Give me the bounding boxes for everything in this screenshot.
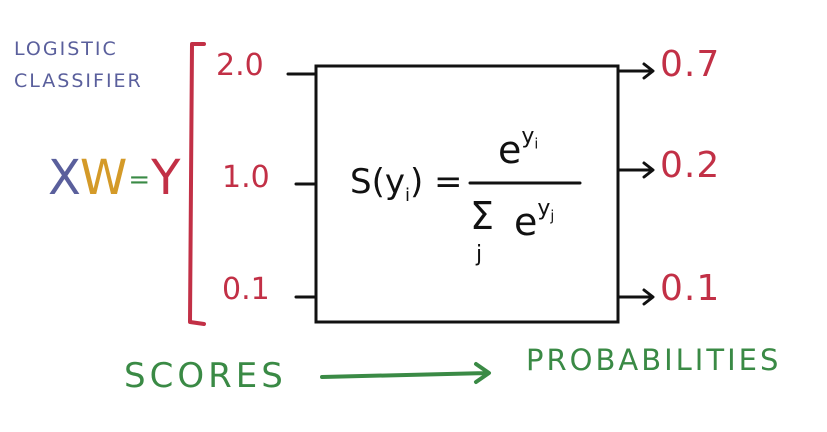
scores-bracket	[188, 42, 206, 326]
probabilities-label: PROBABILITIES	[526, 343, 782, 377]
xw-equals-y: XW=Y	[48, 150, 180, 206]
softmax-denominator: eyj	[514, 196, 555, 244]
title-logistic: LOGISTIC	[14, 38, 118, 60]
denominator-base: e	[514, 200, 538, 244]
output-arrow-3	[616, 288, 655, 306]
numerator-exponent: y	[521, 124, 535, 150]
denominator-exponent-subscript: j	[550, 208, 555, 225]
probability-2: 0.2	[660, 145, 721, 186]
softmax-lhs-close: ) =	[409, 162, 463, 202]
output-arrow-2	[616, 161, 655, 179]
softmax-lhs: S(yi) =	[350, 162, 463, 206]
softmax-lhs-text: S(y	[350, 162, 405, 202]
softmax-sum-symbol: Σ	[470, 194, 495, 238]
score-3: 0.1	[222, 272, 270, 307]
scores-label: SCORES	[124, 356, 287, 396]
w-symbol: W	[79, 150, 127, 206]
title-classifier: CLASSIFIER	[14, 70, 143, 92]
softmax-sum-index: j	[476, 242, 483, 267]
equals-symbol: =	[128, 165, 150, 195]
numerator-exponent-subscript: i	[534, 136, 539, 153]
denominator-exponent: y	[537, 196, 551, 222]
softmax-box	[314, 64, 620, 324]
probability-1: 0.7	[660, 44, 721, 85]
softmax-numerator: eyi	[498, 124, 539, 172]
softmax-lhs-subscript: i	[404, 184, 410, 206]
output-arrow-1	[616, 62, 655, 80]
numerator-base: e	[498, 128, 522, 172]
scores-to-probabilities-arrow	[320, 362, 491, 384]
x-symbol: X	[48, 150, 81, 206]
score-2: 1.0	[222, 160, 270, 195]
y-symbol: Y	[151, 150, 180, 206]
probability-3: 0.1	[660, 268, 721, 309]
score-1: 2.0	[216, 48, 264, 83]
